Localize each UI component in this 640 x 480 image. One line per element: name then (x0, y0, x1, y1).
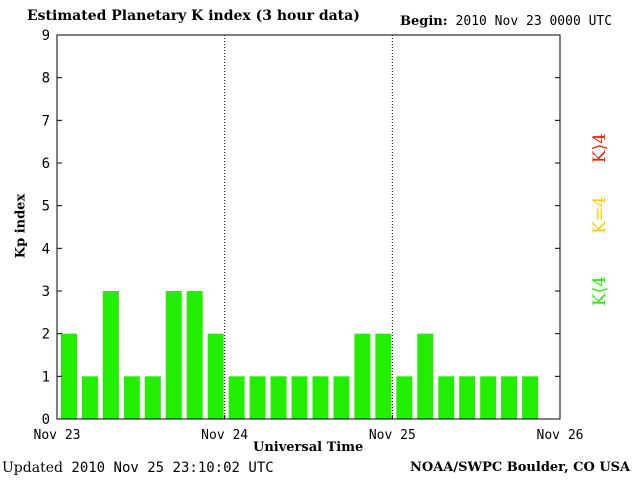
updated-timestamp: Updated 2010 Nov 25 23:10:02 UTC (2, 460, 274, 476)
y-tick-label: 6 (42, 156, 50, 172)
begin-value: 2010 Nov 23 0000 UTC (455, 14, 613, 29)
kp-bar (375, 333, 392, 419)
kp-bar (249, 376, 266, 419)
y-axis-label: Kp index (13, 193, 29, 259)
kp-bar (270, 376, 287, 419)
kp-bar (354, 333, 371, 419)
y-tick-label: 3 (42, 284, 50, 300)
kp-bar (207, 333, 224, 419)
kp-bar (417, 333, 434, 419)
legend-k-below-4: K⟨4 (590, 275, 610, 307)
x-axis-label: Universal Time (253, 440, 364, 455)
kp-bar (81, 376, 98, 419)
x-tick-label: Nov 23 (34, 428, 81, 443)
kp-bar (438, 376, 455, 419)
legend-k-above-4: K⟩4 (590, 132, 610, 164)
plot-frame (56, 34, 561, 420)
y-tick-label: 9 (42, 28, 50, 44)
updated-value: 2010 Nov 25 23:10:02 UTC (71, 460, 274, 476)
kp-bar (312, 376, 329, 419)
kp-bar (228, 376, 245, 419)
source-credit: NOAA/SWPC Boulder, CO USA (410, 460, 631, 475)
legend-k-equals-4: K=4 (590, 196, 610, 234)
y-tick-label: 7 (42, 113, 50, 129)
begin-time: Begin: 2010 Nov 23 0000 UTC (400, 14, 612, 29)
kp-bar (123, 376, 140, 419)
kp-bar (291, 376, 308, 419)
x-tick-label: Nov 26 (537, 428, 584, 443)
kp-bar (186, 291, 203, 419)
kp-bar (165, 291, 182, 419)
kp-bar (459, 376, 476, 419)
kp-bar (333, 376, 350, 419)
begin-label: Begin: (400, 14, 448, 29)
kp-bar (480, 376, 497, 419)
y-tick-label: 4 (42, 241, 50, 257)
chart-title: Estimated Planetary K index (3 hour data… (27, 8, 360, 24)
kp-bar (396, 376, 413, 419)
y-tick-label: 1 (42, 369, 50, 385)
x-tick-label: Nov 24 (201, 428, 248, 443)
kp-bar (522, 376, 539, 419)
kp-bar (102, 291, 119, 419)
y-tick-label: 5 (42, 199, 50, 215)
y-tick-label: 2 (42, 327, 50, 343)
x-tick-label: Nov 25 (369, 428, 416, 443)
kp-bar (61, 333, 77, 419)
updated-label: Updated (2, 460, 63, 476)
y-tick-label: 0 (42, 412, 50, 428)
kp-bar (144, 376, 161, 419)
y-tick-label: 8 (42, 71, 50, 87)
kp-bar (501, 376, 518, 419)
